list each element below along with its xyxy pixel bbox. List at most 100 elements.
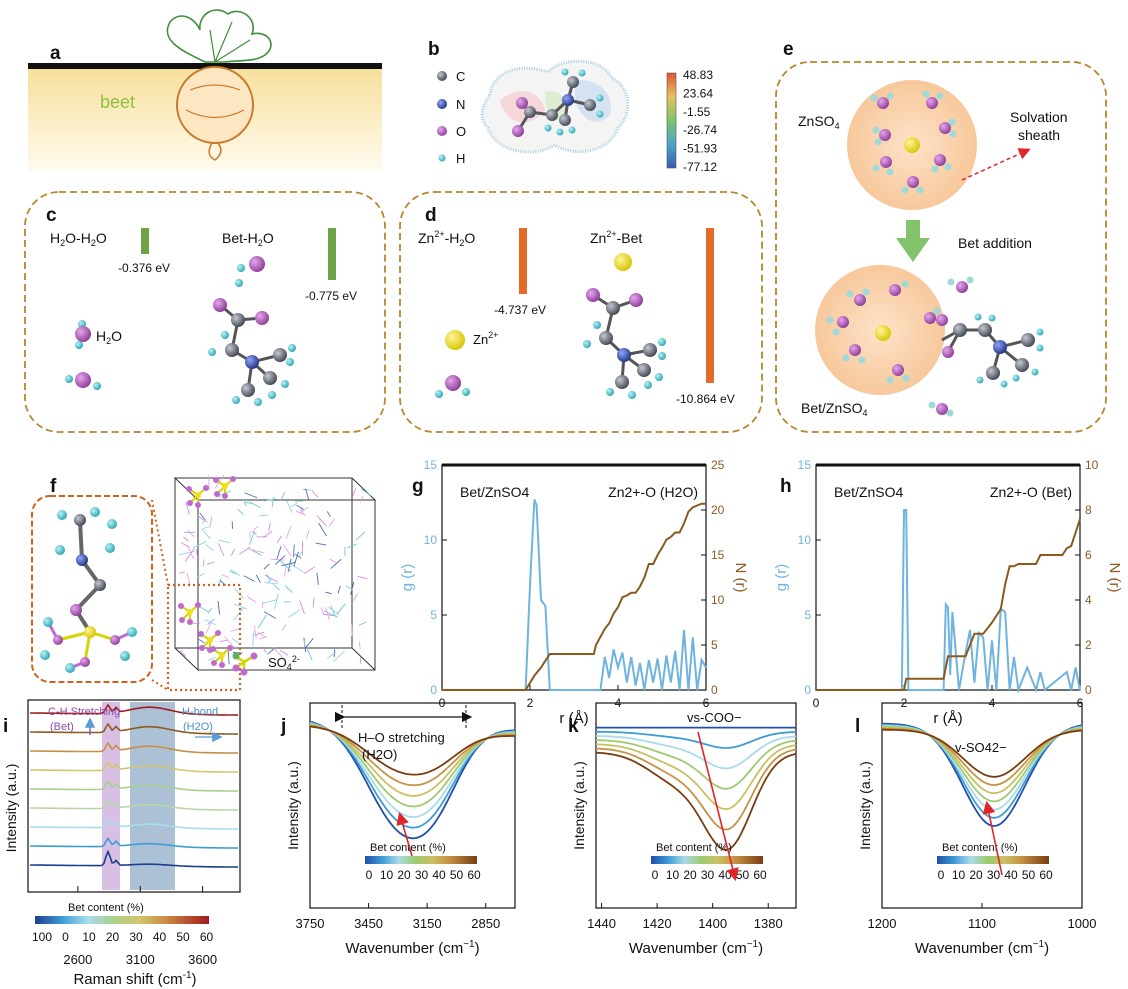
sulfate-oxygen (187, 619, 193, 625)
i-colorbar-tick: 100 (32, 930, 52, 944)
colorbar-tick: 20 (969, 868, 983, 882)
solvent-stick (330, 558, 342, 569)
colorbar-tick: 10 (380, 868, 394, 882)
betaine-water-molecule (208, 256, 296, 406)
e-bet-addition-label: Bet addition (958, 235, 1032, 251)
zoom-line-top (151, 499, 169, 586)
solvent-stick (350, 581, 355, 595)
solvent-stick (290, 563, 305, 573)
y2-tick-label: 10 (1085, 458, 1099, 472)
y2-axis-label: N (r) (732, 563, 749, 593)
solvent-stick (345, 585, 353, 591)
colorbar-tick: 30 (701, 868, 715, 882)
k-trend-arrow-icon (697, 731, 739, 882)
solvent-stick (332, 650, 345, 662)
atom-legend-c: C (456, 69, 465, 84)
c-left-energy-bar (141, 228, 149, 254)
colorbar-title: Bet content (%) (656, 842, 732, 854)
plot-frame (309, 702, 516, 909)
raman-spectrum-line (30, 798, 238, 811)
sulfate-center (187, 609, 193, 615)
solvent-stick (318, 522, 327, 537)
solvent-stick (219, 639, 229, 643)
nitrogen-atom-icon (437, 99, 447, 109)
solvent-stick (259, 636, 267, 640)
ir-spectrum-line (596, 739, 797, 790)
solvent-stick (326, 651, 337, 659)
solvent-stick (230, 569, 241, 576)
i-colorbar-tick: 20 (106, 930, 120, 944)
beet-root-icon (176, 66, 254, 161)
solvent-stick (179, 571, 186, 574)
i-colorbar-tick: 30 (129, 930, 143, 944)
sulfate-oxygen (198, 631, 204, 637)
ir-spectrum-line (309, 725, 516, 776)
simulation-molecules (178, 474, 372, 668)
ir-spectrum-line (882, 728, 1083, 778)
y-tick-label: 10 (798, 533, 812, 547)
x-tick-label: 1380 (754, 916, 783, 931)
y-tick-label: 5 (804, 608, 811, 622)
colorbar-tick: 10 (666, 868, 680, 882)
y2-tick-label: 20 (711, 503, 725, 517)
x-tick-label: 1420 (643, 916, 672, 931)
panel-j: j 3750 3450 3150 2850 Bet content (%) 0 10 20 30… (280, 702, 516, 957)
solvent-stick (291, 502, 298, 508)
y-tick-label: 15 (798, 458, 812, 472)
y2-tick-label: 8 (1085, 503, 1092, 517)
panel-k-label: k (568, 716, 579, 737)
zn-betaine-molecule (583, 253, 666, 399)
c-right-energy: -0.775 eV (305, 289, 357, 303)
ir-spectrum-line (596, 730, 797, 749)
solvent-stick (346, 543, 358, 549)
solvent-stick (305, 529, 310, 540)
y-tick-label: 5 (430, 608, 437, 622)
solvent-stick (186, 572, 191, 586)
f-zoom-molecule (40, 507, 137, 673)
y2-tick-label: 2 (1085, 638, 1092, 652)
simulation-box (173, 477, 377, 671)
solvent-stick (221, 573, 229, 579)
potential-colorbar-ticks: 48.83 23.64 -1.55 -26.74 -51.93 -77.12 (683, 68, 717, 174)
solvent-stick (263, 611, 277, 619)
solvent-stick (358, 621, 367, 626)
sulfate-legend-icon (232, 652, 258, 676)
bet-hydrated-cluster (826, 280, 941, 384)
beet-label: beet (100, 92, 135, 112)
colorbar-tick: 40 (1004, 868, 1018, 882)
panel-a: a beet (28, 9, 382, 171)
solvent-stick (360, 488, 372, 497)
solvent-stick (243, 575, 255, 582)
k-annotation: vs-COO− (687, 710, 742, 725)
solvent-stick (201, 528, 211, 540)
solvent-stick (259, 514, 269, 517)
carbon-atom-icon (437, 71, 447, 81)
solvent-stick (359, 496, 364, 503)
i-annot-right-2: (H2O) (183, 721, 213, 733)
solvent-stick (353, 592, 359, 602)
f-selection-box (166, 583, 242, 692)
sulfate-oxygen (211, 660, 217, 666)
solvent-stick (306, 647, 313, 661)
solvent-stick (326, 511, 331, 517)
solvent-stick (355, 531, 366, 541)
zoom-line-bottom (151, 679, 169, 691)
d-left-title: Zn2+-H2O (418, 229, 475, 248)
plot-frame (595, 702, 797, 909)
solvent-stick (206, 620, 212, 634)
x-tick-label: 2850 (471, 916, 500, 931)
colorbar-tick-label: 48.83 (683, 68, 713, 82)
y-axis-label: Intensity (a.u.) (571, 761, 587, 850)
ir-spectrum-line (596, 735, 797, 770)
colorbar-tick: 20 (397, 868, 411, 882)
y-tick-label: 10 (424, 533, 438, 547)
solvent-stick (218, 543, 225, 556)
solvent-stick (299, 600, 305, 614)
y2-tick-label: 0 (711, 683, 718, 697)
i-colorbar-tick: 0 (62, 930, 69, 944)
x-tick-label: 1100 (968, 916, 996, 931)
y-axis-label: g (r) (399, 564, 416, 592)
sulfate-oxygen (199, 645, 205, 651)
c-left-title: H2O-H2O (50, 230, 107, 248)
